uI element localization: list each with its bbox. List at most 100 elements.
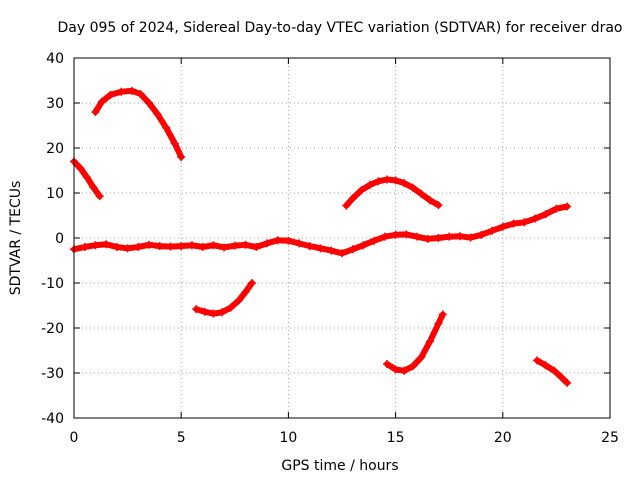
data-point [209, 309, 218, 318]
series-arc-f [533, 356, 572, 387]
data-point [187, 241, 196, 250]
data-point [327, 246, 336, 255]
data-point [438, 310, 447, 319]
data-point [295, 239, 304, 248]
data-point [200, 307, 209, 316]
y-tick-label: -10 [41, 276, 64, 292]
x-tick-label: 25 [601, 430, 619, 446]
data-point [370, 236, 379, 245]
data-point [316, 244, 325, 253]
data-point [425, 196, 434, 205]
data-point [82, 173, 91, 182]
data-point [365, 180, 374, 189]
series-trace [343, 176, 442, 209]
data-point [359, 241, 368, 250]
plot-frame [73, 57, 611, 419]
data-point [348, 194, 357, 203]
data-point [170, 139, 179, 148]
data-point [241, 240, 250, 249]
data-point [466, 233, 475, 242]
data-point [262, 239, 271, 248]
y-tick-label: 10 [46, 186, 64, 202]
series-arc-b [91, 86, 186, 161]
data-point [563, 378, 572, 387]
x-axis-label: GPS time / hours [281, 458, 398, 474]
data-point [217, 308, 226, 317]
chart-title: Day 095 of 2024, Sidereal Day-to-day VTE… [57, 20, 622, 36]
y-tick-label: -20 [41, 321, 64, 337]
data-point [391, 365, 400, 374]
data-point [402, 230, 411, 239]
data-point [226, 303, 235, 312]
y-tick-label: -30 [41, 366, 64, 382]
data-point [230, 241, 239, 250]
data-point [417, 353, 426, 362]
data-point [177, 153, 186, 161]
x-tick-label: 10 [279, 430, 297, 446]
data-point [145, 99, 154, 107]
data-point [556, 372, 565, 381]
data-point [530, 214, 539, 223]
data-point [383, 175, 392, 184]
data-point [102, 240, 111, 249]
y-axis-label: SDTVAR / TECUs [8, 181, 24, 296]
data-point [541, 210, 550, 219]
data-point [198, 243, 207, 251]
data-point [417, 189, 426, 198]
data-point [273, 236, 282, 245]
data-point [235, 296, 244, 305]
data-point [434, 234, 443, 242]
data-point [95, 192, 104, 201]
data-point [541, 361, 550, 370]
x-tick-label: 5 [177, 430, 186, 446]
data-point [400, 179, 409, 188]
data-point [498, 222, 507, 231]
data-point [106, 90, 115, 99]
data-point [76, 164, 85, 173]
data-point [89, 183, 98, 192]
data-point [357, 186, 366, 195]
data-point [209, 241, 218, 250]
data-point [220, 243, 229, 252]
data-point [374, 177, 383, 186]
data-point [127, 86, 136, 95]
data-point [391, 230, 400, 239]
series-arc-e [383, 310, 447, 375]
data-point [97, 97, 106, 106]
data-point [155, 242, 164, 251]
data-point [162, 123, 171, 132]
tick-labels: 0 5 10 15 20 25 -40 -30 -20 -10 0 10 20 30 40 [41, 51, 619, 446]
data-point [509, 219, 518, 228]
x-tick-label: 0 [70, 430, 79, 446]
y-tick-label: 30 [46, 96, 64, 112]
data-point [342, 201, 351, 210]
data-point [166, 242, 175, 251]
x-tick-label: 20 [494, 430, 512, 446]
data-point [423, 234, 432, 243]
data-point [434, 319, 443, 328]
data-point [488, 226, 497, 235]
data-point [455, 232, 464, 241]
data-point [391, 176, 400, 185]
data-point [338, 249, 346, 258]
data-point [550, 366, 559, 375]
data-point [134, 243, 143, 251]
data-point [153, 110, 162, 119]
data-point [563, 202, 572, 211]
y-tick-label: 20 [46, 141, 64, 157]
data-point [123, 244, 132, 253]
data-point [445, 232, 454, 241]
data-point [520, 218, 529, 227]
data-point [247, 279, 256, 287]
data-point [552, 204, 561, 213]
data-point [117, 87, 126, 96]
data-point [305, 242, 314, 251]
y-tick-label: 40 [46, 51, 64, 67]
data-point [252, 243, 261, 251]
data-point [380, 232, 389, 241]
data-marks [70, 86, 572, 387]
data-point [91, 108, 100, 116]
data-point [91, 241, 100, 250]
